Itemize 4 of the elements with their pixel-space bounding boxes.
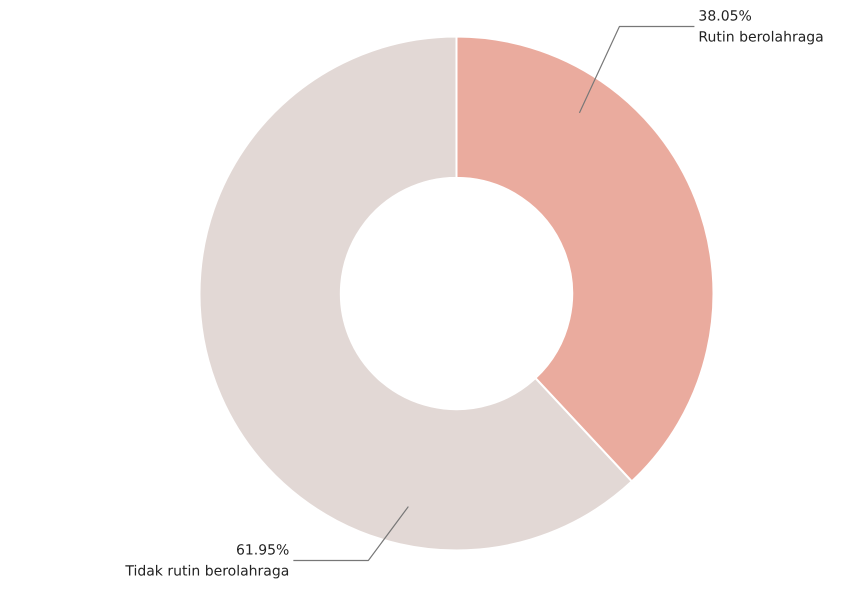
data-label: 38.05%	[698, 8, 752, 24]
slice-label: Tidak rutin berolahraga	[124, 564, 290, 580]
slice-label: Rutin berolahraga	[698, 30, 824, 46]
data-label: 61.95%	[236, 542, 290, 558]
